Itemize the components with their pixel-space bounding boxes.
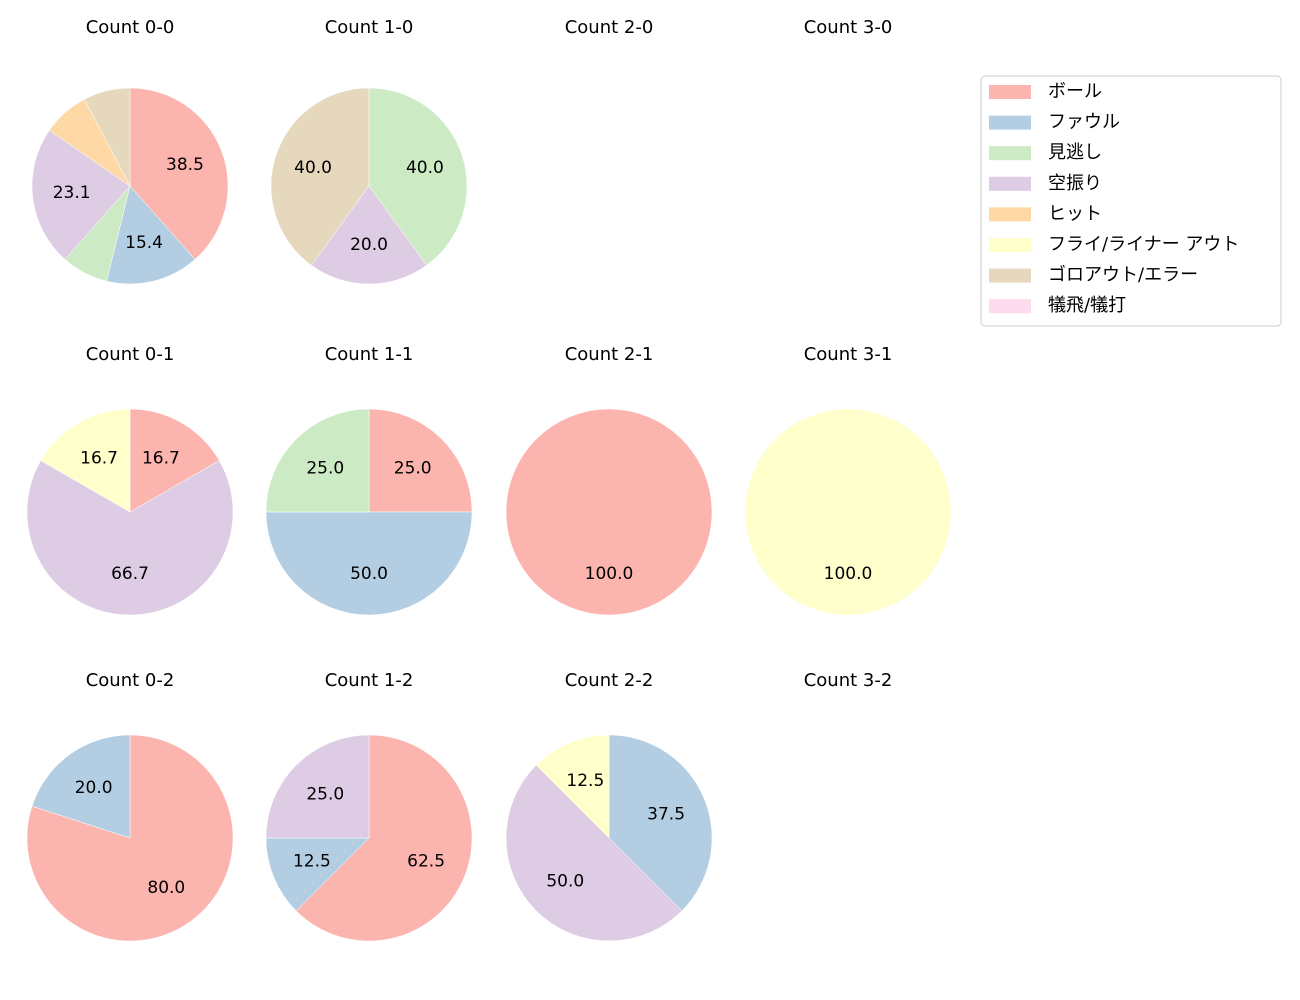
pie-slice bbox=[608, 734, 713, 912]
legend-label: 見逃し bbox=[1048, 142, 1102, 163]
slice-label: 50.0 bbox=[546, 872, 584, 892]
pie-slice bbox=[26, 734, 234, 942]
slice-label: 23.1 bbox=[53, 183, 91, 203]
slice-label: 40.0 bbox=[294, 158, 332, 178]
pie-slice bbox=[744, 408, 952, 616]
chart-title: Count 3-0 bbox=[804, 17, 893, 38]
slice-label: 12.5 bbox=[566, 771, 604, 791]
pie-slice bbox=[265, 837, 370, 912]
legend-label: ゴロアウト/エラー bbox=[1048, 265, 1198, 286]
slice-label: 25.0 bbox=[306, 784, 344, 804]
legend-swatch bbox=[989, 299, 1031, 314]
legend-swatch bbox=[989, 85, 1031, 99]
pie-slice bbox=[129, 408, 220, 513]
slice-label: 40.0 bbox=[406, 158, 444, 178]
pie-slice bbox=[368, 408, 473, 513]
pie-slice bbox=[40, 408, 131, 513]
slice-label: 80.0 bbox=[147, 878, 185, 898]
slice-label: 16.7 bbox=[142, 448, 180, 468]
legend-box bbox=[980, 75, 1282, 327]
slice-label: 16.7 bbox=[80, 448, 118, 468]
slice-label: 66.7 bbox=[111, 564, 149, 584]
legend-label: ボール bbox=[1048, 81, 1102, 102]
slice-label: 25.0 bbox=[394, 458, 432, 478]
slice-label: 15.4 bbox=[125, 233, 163, 253]
chart-title: Count 0-0 bbox=[86, 17, 175, 38]
pie-slice bbox=[270, 87, 370, 266]
chart-title: Count 3-1 bbox=[804, 344, 893, 365]
pie-slice bbox=[26, 460, 234, 616]
pie-slice bbox=[31, 734, 131, 839]
legend-label: ヒット bbox=[1048, 203, 1102, 224]
pie-slice bbox=[265, 734, 370, 839]
slice-label: 12.5 bbox=[293, 852, 331, 872]
pie-slice bbox=[84, 87, 131, 187]
chart-title: Count 3-2 bbox=[804, 670, 893, 691]
legend-swatch bbox=[989, 176, 1031, 191]
legend-label: フライ/ライナー アウト bbox=[1048, 234, 1239, 255]
chart-title: Count 1-0 bbox=[325, 17, 414, 38]
slice-label: 100.0 bbox=[824, 564, 873, 584]
chart-title: Count 2-2 bbox=[565, 670, 654, 691]
chart-title: Count 1-2 bbox=[325, 670, 414, 691]
chart-title: Count 2-0 bbox=[565, 17, 654, 38]
slice-label: 62.5 bbox=[407, 852, 445, 872]
pie-slice bbox=[505, 408, 713, 616]
pie-slice bbox=[265, 408, 370, 513]
slice-label: 38.5 bbox=[166, 155, 204, 175]
pie-slice bbox=[31, 129, 131, 260]
pie-slice bbox=[265, 511, 473, 616]
slice-label: 50.0 bbox=[350, 564, 388, 584]
pie-slice bbox=[368, 87, 468, 266]
chart-title: Count 0-1 bbox=[86, 344, 175, 365]
pie-slice bbox=[106, 185, 196, 285]
pie-slice bbox=[505, 764, 683, 942]
pie-slice bbox=[311, 185, 427, 285]
legend-swatch bbox=[989, 207, 1031, 222]
legend-swatch bbox=[989, 146, 1031, 161]
legend-swatch bbox=[989, 268, 1031, 283]
pie-slice bbox=[129, 87, 229, 260]
slice-label: 20.0 bbox=[75, 778, 113, 798]
legend-label: ファウル bbox=[1048, 112, 1120, 133]
chart-title: Count 2-1 bbox=[565, 344, 654, 365]
legend-swatch bbox=[989, 238, 1031, 252]
pie-slice bbox=[535, 734, 610, 839]
slice-label: 20.0 bbox=[350, 235, 388, 255]
slice-label: 100.0 bbox=[585, 564, 634, 584]
chart-title: Count 1-1 bbox=[325, 344, 414, 365]
legend-swatch bbox=[989, 115, 1031, 130]
chart-title: Count 0-2 bbox=[86, 670, 175, 691]
slice-label: 25.0 bbox=[306, 458, 344, 478]
legend-label: 空振り bbox=[1048, 173, 1102, 194]
pie-slice bbox=[295, 734, 473, 942]
legend-label: 犠飛/犠打 bbox=[1048, 295, 1126, 316]
slice-label: 37.5 bbox=[647, 804, 685, 824]
